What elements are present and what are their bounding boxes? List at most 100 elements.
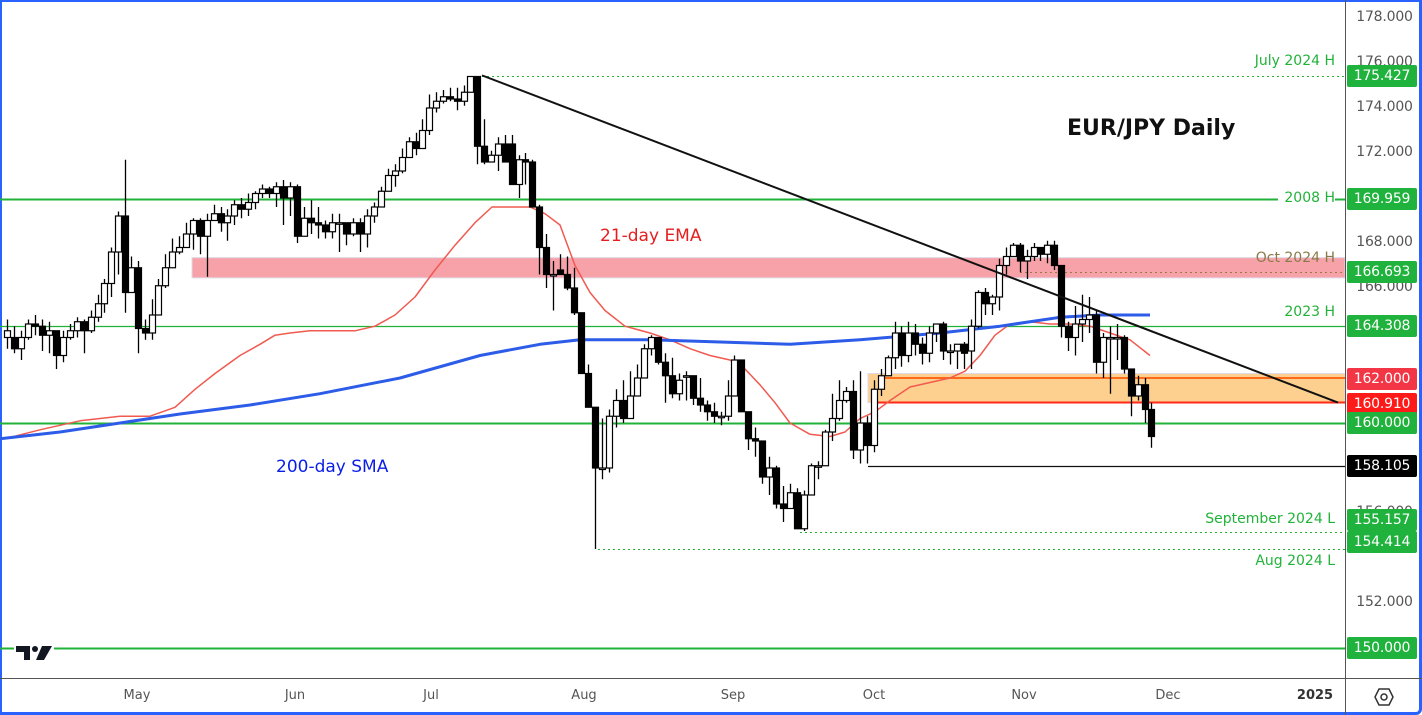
price-label-166-693: 166.693	[1347, 261, 1417, 284]
y-tick-174: 174.000	[1356, 99, 1413, 115]
candle-bearish	[689, 375, 698, 399]
resistance-zone[interactable]	[191, 257, 1346, 279]
candle-bearish	[1016, 244, 1025, 262]
candle-bearish	[480, 145, 489, 163]
candle-bearish	[1127, 368, 1136, 397]
candle-bearish	[473, 75, 482, 147]
tradingview-logo-icon	[16, 646, 52, 660]
candle-bullish	[391, 170, 400, 177]
candle-bullish	[66, 330, 75, 339]
candle-bullish	[59, 336, 68, 357]
candle-bullish	[988, 296, 997, 305]
candle-bearish	[535, 206, 544, 249]
candle-bullish	[87, 316, 96, 332]
candle-bearish	[960, 343, 969, 354]
y-tick-178: 178.000	[1356, 9, 1413, 25]
candle-bullish	[398, 156, 407, 172]
candle-bearish	[412, 141, 421, 150]
candle-bearish	[758, 440, 767, 478]
candle-bullish	[363, 215, 372, 235]
level-label-oct-2024-high: Oct 2024 H	[1255, 250, 1335, 266]
y-tick-168: 168.000	[1356, 234, 1413, 250]
candle-bullish	[1085, 314, 1094, 321]
candle-bullish	[300, 217, 309, 237]
candle-bullish	[127, 267, 136, 294]
candle-bullish	[1030, 246, 1039, 258]
candle-bearish	[52, 330, 61, 357]
candle-bearish	[584, 372, 593, 408]
candle-bearish	[1050, 244, 1059, 267]
candle-bullish	[168, 251, 177, 269]
candle-bullish	[515, 159, 524, 186]
candle-bullish	[161, 267, 170, 287]
candle-bearish	[981, 291, 990, 305]
candle-bearish	[314, 222, 323, 226]
x-tick-may: May	[123, 688, 151, 703]
candle-bullish	[724, 395, 733, 417]
candle-bearish	[501, 143, 510, 163]
candle-bullish	[370, 206, 379, 217]
candle-bearish	[897, 332, 906, 357]
candle-bearish	[307, 217, 316, 224]
ema-label: 21-day EMA	[600, 226, 702, 246]
chart-settings-button[interactable]	[1372, 686, 1396, 708]
candle-bullish	[425, 107, 434, 132]
candle-bearish	[521, 159, 530, 163]
candle-bullish	[223, 215, 232, 224]
x-tick-sep: Sep	[720, 688, 746, 703]
candle-bullish	[1106, 336, 1115, 340]
candle-bullish	[335, 222, 344, 225]
x-tick-oct: Oct	[862, 688, 886, 703]
candle-bearish	[1064, 325, 1073, 339]
price-label-150-000: 150.000	[1347, 637, 1417, 659]
candle-bullish	[286, 186, 295, 199]
candle-bearish	[863, 422, 872, 447]
x-tick-jul: Jul	[423, 688, 439, 703]
candle-bullish	[974, 291, 983, 327]
candle-bullish	[995, 264, 1004, 298]
descending-trendline[interactable]	[481, 74, 1339, 404]
candle-bullish	[258, 188, 267, 195]
candle-bullish	[24, 323, 33, 339]
candle-bearish	[134, 267, 143, 330]
candle-bearish	[849, 390, 858, 451]
candle-bullish	[605, 415, 614, 469]
candle-bearish	[619, 399, 628, 420]
price-label-162-000: 162.000	[1347, 368, 1417, 390]
candle-bullish	[1009, 244, 1018, 258]
candle-bullish	[107, 251, 116, 285]
candle-bullish	[148, 314, 157, 334]
candle-bearish	[121, 215, 130, 294]
candle-bullish	[432, 100, 441, 109]
candle-bullish	[835, 399, 844, 420]
candle-bearish	[939, 323, 948, 352]
candle-bearish	[342, 222, 351, 235]
candle-bullish	[182, 233, 191, 249]
candle-bearish	[577, 312, 586, 375]
candle-bearish	[570, 287, 579, 314]
candle-bullish	[870, 388, 879, 447]
candle-bullish	[210, 213, 219, 222]
candle-bullish	[842, 390, 851, 402]
candle-bullish	[682, 375, 691, 378]
candle-bullish	[647, 336, 656, 350]
price-label-164-308: 164.308	[1347, 315, 1417, 338]
candle-bullish	[814, 465, 823, 468]
price-label-169-959: 169.959	[1347, 187, 1417, 210]
candle-bearish	[779, 503, 788, 510]
candle-bullish	[377, 190, 386, 208]
price-label-160-000: 160.000	[1347, 412, 1417, 434]
candle-bearish	[751, 438, 760, 442]
trendline-layer[interactable]	[481, 74, 1339, 404]
candle-bullish	[821, 431, 830, 467]
x-tick-dec: Dec	[1155, 688, 1181, 703]
candle-bearish	[217, 213, 226, 224]
candle-bullish	[549, 273, 558, 277]
candle-bullish	[1023, 255, 1032, 262]
candle-bearish	[80, 321, 89, 332]
candle-bearish	[668, 375, 677, 395]
candle-bullish	[244, 201, 253, 210]
candle-bullish	[460, 91, 469, 102]
